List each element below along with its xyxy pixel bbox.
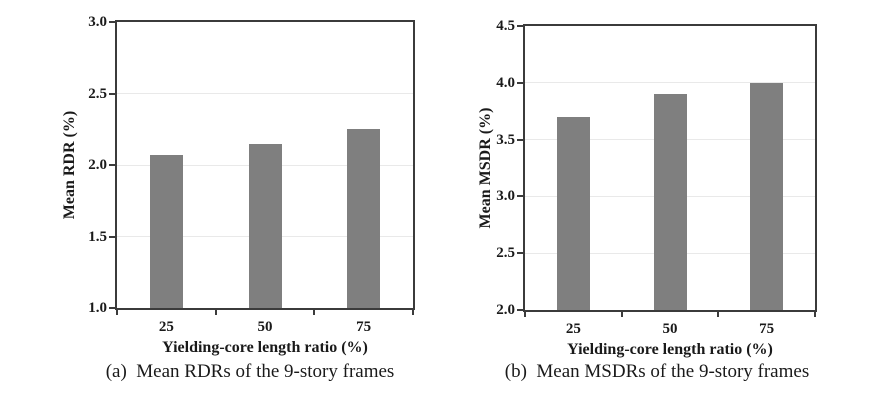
bar-25 xyxy=(149,155,183,308)
bar-50 xyxy=(248,143,282,308)
y-axis-title-a: Mean RDR (%) xyxy=(61,110,78,220)
y-axis-tick xyxy=(109,164,115,166)
plot-area-b: 2.0 2.5 3.0 3.5 4.0 4.5 25 50 75 Yielding-core le… xyxy=(496,18,817,358)
y-tick-label: 1.0 xyxy=(88,300,107,316)
y-axis-tick xyxy=(517,252,523,255)
x-axis-title: Yielding-core length ratio (%) xyxy=(162,339,368,356)
x-tick-label: 50 xyxy=(662,321,678,337)
y-tick-label: 1.5 xyxy=(88,228,107,245)
x-axis-tick xyxy=(717,310,720,317)
y-tick-label: 2.0 xyxy=(496,302,515,318)
x-tick-label: 25 xyxy=(565,321,581,337)
y-axis-tick xyxy=(517,138,523,141)
y-axis-title-b: Mean MSDR (%) xyxy=(477,107,494,229)
y-axis-tick xyxy=(109,21,115,23)
y-tick-label: 3.5 xyxy=(496,131,515,148)
y-tick-label: 3.0 xyxy=(496,188,515,205)
x-axis-title: Yielding-core length ratio (%) xyxy=(567,341,773,358)
gridline xyxy=(525,82,815,84)
y-tick-label: 2.5 xyxy=(496,245,515,262)
figure-caption-b: (b) Mean MSDRs of the 9-story frames xyxy=(504,361,810,382)
y-axis-tick xyxy=(517,25,523,27)
x-axis-tick xyxy=(814,310,816,317)
x-axis-tick xyxy=(524,310,526,317)
x-tick-label: 25 xyxy=(158,319,174,335)
y-tick-label: 4.0 xyxy=(496,74,515,91)
x-axis-tick xyxy=(620,310,623,317)
gridline xyxy=(117,93,413,94)
bar-75 xyxy=(750,82,784,310)
x-tick-label: 75 xyxy=(759,321,775,337)
x-axis-tick xyxy=(214,308,217,315)
x-tick-label: 75 xyxy=(356,319,372,335)
bar-50 xyxy=(653,94,687,310)
x-tick-label: 50 xyxy=(257,319,273,335)
figure-caption-a: (a) Mean RDRs of the 9-story frames xyxy=(105,361,395,382)
plot-area-a: 1.0 1.5 2.0 2.5 3.0 25 50 75 Yielding-core lengt… xyxy=(88,14,415,356)
y-axis-tick xyxy=(109,235,115,238)
y-axis-tick xyxy=(517,81,523,84)
y-axis-tick xyxy=(517,309,523,311)
x-axis-tick xyxy=(313,308,316,315)
x-axis-tick xyxy=(116,308,118,315)
y-tick-label: 3.0 xyxy=(88,14,107,30)
y-tick-label: 4.5 xyxy=(496,18,515,34)
bar-75 xyxy=(347,129,381,308)
y-tick-label: 2.0 xyxy=(88,157,107,173)
y-axis-tick xyxy=(517,195,523,198)
bar-25 xyxy=(556,116,590,310)
x-axis-tick xyxy=(412,308,414,315)
y-axis-tick xyxy=(109,307,115,309)
y-tick-label: 2.5 xyxy=(88,85,107,102)
y-axis-tick xyxy=(109,92,115,95)
